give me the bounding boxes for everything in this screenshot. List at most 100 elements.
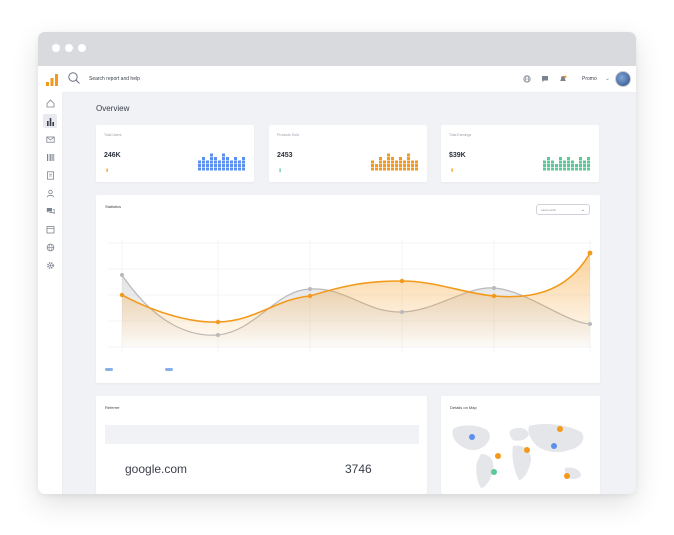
chevron-down-icon: ⌄ [580,207,585,213]
mini-bar-block [242,164,245,167]
period-select[interactable]: Last month ⌄ [536,204,590,215]
mini-bar-block [559,157,562,160]
stat-label: Total Earnings [449,133,472,137]
sidebar-item-settings[interactable] [43,258,57,272]
stat-card-products[interactable]: Products Sold 2453 ⬇ [269,125,427,182]
title-bar [38,32,636,66]
referrer-card: Referrer google.com 3746 [96,396,427,494]
mini-bar-block [547,157,550,160]
mini-bar-block [543,164,546,167]
mini-bar-block [387,167,390,171]
mini-bar-block [238,160,241,164]
mini-bar-block [234,157,237,160]
bar-chart-logo-icon[interactable] [46,74,58,86]
search-icon[interactable] [67,71,81,85]
period-select-value: Last month [541,208,556,212]
mini-bar-block [547,164,550,167]
sidebar-item-user[interactable] [43,186,57,200]
mail-icon [45,136,55,143]
mini-bar-block [387,160,390,164]
window-dot[interactable] [52,44,60,52]
mini-bar-block [222,153,225,157]
sidebar-item-mail[interactable] [43,132,57,146]
mini-bar-block [391,157,394,160]
orange-points [119,250,593,325]
mini-bar-block [202,164,205,167]
sidebar-item-globe[interactable] [43,240,57,254]
mini-bar-block [234,160,237,164]
mini-bar-block [230,167,233,171]
mini-bar-block [238,167,241,171]
mini-bar-block [234,167,237,171]
mini-bar-block [202,167,205,171]
mini-bar-block [242,167,245,171]
sidebar-item-home[interactable] [43,96,57,110]
trend-down-icon: ⬇ [278,168,283,174]
legend-swatch [105,368,113,371]
mini-bar-block [395,160,398,164]
avatar[interactable] [615,71,631,87]
referrer-site[interactable]: google.com [125,462,188,476]
mini-bar-block [379,160,382,164]
sidebar [38,92,63,494]
mini-bar-block [407,153,410,157]
mini-bar-block [407,167,410,171]
globe-icon [46,243,54,251]
mini-bar-block [214,164,217,167]
mini-bar-block [371,167,374,171]
mini-bar-block [234,164,237,167]
statistics-title: Statistics [105,204,122,209]
window-dot[interactable] [65,44,73,52]
world-map [452,424,584,488]
mini-bar-block [555,167,558,171]
mini-bar-block [379,164,382,167]
window-dot[interactable] [78,44,86,52]
mini-bar-block [403,160,406,164]
continents [452,424,584,488]
mini-bar-block [407,157,410,160]
mini-bar-block [547,167,550,171]
mini-bar-block [579,160,582,164]
orange-area [122,253,590,347]
profile-menu[interactable]: Promo [582,76,597,82]
mini-bar-block [399,164,402,167]
mini-bar-block [383,164,386,167]
mini-bar-block [559,160,562,164]
messages-icon [46,207,55,214]
sidebar-item-barcode[interactable] [43,150,57,164]
chat-icon[interactable] [541,75,549,83]
chart-icon [46,117,54,126]
sidebar-item-messages[interactable] [43,204,57,218]
mini-bar-chart [371,153,418,171]
legend-item[interactable] [105,368,117,371]
stat-card-earnings[interactable]: Total Earnings $39K ⬆ [441,125,599,182]
statistics-chart [108,240,593,353]
mini-bar-block [226,167,229,171]
mini-bar-block [399,160,402,164]
chevron-down-icon[interactable]: ⌄ [605,76,611,82]
mini-bar-block [583,160,586,164]
mini-bar-block [579,157,582,160]
mini-bar-block [391,164,394,167]
mini-bar-block [567,167,570,171]
map-markers[interactable] [469,426,570,479]
sidebar-item-document[interactable] [43,168,57,182]
mini-bar-block [206,160,209,164]
orange-line [121,252,591,323]
mini-bar-block [230,164,233,167]
sidebar-item-chart[interactable] [43,114,57,128]
globe-icon[interactable] [523,75,531,83]
mini-bar-block [579,164,582,167]
mini-bar-block [238,164,241,167]
mini-bar-block [214,167,217,171]
sidebar-item-calendar[interactable] [43,222,57,236]
legend-item[interactable] [165,368,177,371]
stat-card-users[interactable]: Total Users 246K ⬆ [96,125,254,182]
mini-bar-block [226,160,229,164]
search-input[interactable]: Search report and help [89,76,140,82]
notification-icon[interactable] [559,75,567,83]
legend-swatch [165,368,173,371]
mini-bar-block [563,167,566,171]
mini-bar-block [222,164,225,167]
mini-bar-block [214,157,217,160]
